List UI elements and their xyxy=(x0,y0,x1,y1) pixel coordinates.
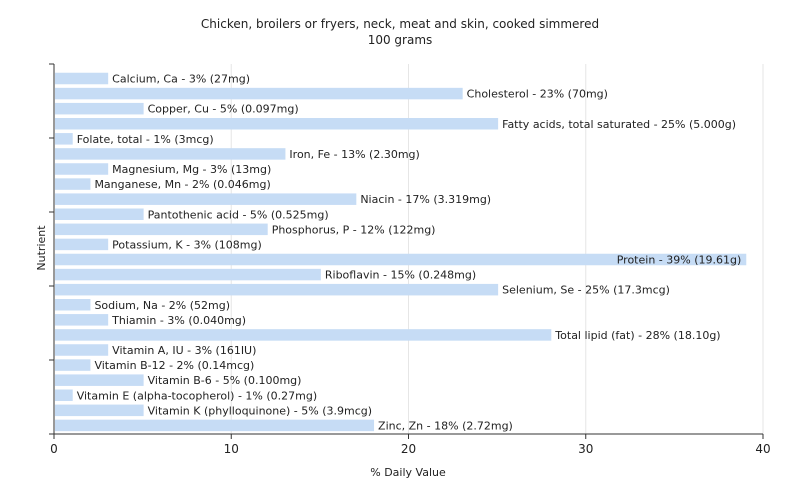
x-axis-label: % Daily Value xyxy=(370,466,446,479)
bar-label: Potassium, K - 3% (108mg) xyxy=(112,238,262,251)
bar xyxy=(55,238,109,251)
bar xyxy=(55,314,109,326)
y-axis-label: Nutrient xyxy=(35,225,48,271)
bar xyxy=(55,118,499,130)
bar-label: Iron, Fe - 13% (2.30mg) xyxy=(289,148,419,161)
bar xyxy=(55,374,144,386)
x-tick-label: 10 xyxy=(224,442,239,456)
bar xyxy=(55,193,357,205)
x-tick-label: 20 xyxy=(401,442,416,456)
bar xyxy=(55,87,463,100)
x-ticks: 0 10 20 30 40 xyxy=(50,434,771,456)
bar-label: Calcium, Ca - 3% (27mg) xyxy=(112,73,250,86)
bar-label: Phosphorus, P - 12% (122mg) xyxy=(272,223,436,236)
bars xyxy=(55,72,747,432)
bar xyxy=(55,389,73,401)
bar xyxy=(55,163,109,175)
bar-label: Vitamin B-6 - 5% (0.100mg) xyxy=(148,374,302,387)
bar xyxy=(55,268,321,281)
bar xyxy=(55,419,375,432)
bar-label: Magnesium, Mg - 3% (13mg) xyxy=(112,163,271,176)
bar xyxy=(55,223,268,236)
bar-label: Folate, total - 1% (3mcg) xyxy=(77,133,214,146)
bar-label: Riboflavin - 15% (0.248mg) xyxy=(325,269,476,282)
bar-label: Total lipid (fat) - 28% (18.10g) xyxy=(554,329,720,342)
bar xyxy=(55,299,91,311)
bar xyxy=(55,148,286,160)
bar xyxy=(55,133,73,145)
bar-label: Niacin - 17% (3.319mg) xyxy=(360,193,491,206)
x-tick-label: 40 xyxy=(755,442,770,456)
bar xyxy=(55,359,91,371)
bar-label: Vitamin K (phylloquinone) - 5% (3.9mcg) xyxy=(148,404,372,417)
bar-label: Vitamin E (alpha-tocopherol) - 1% (0.27m… xyxy=(77,389,317,402)
bar-label: Selenium, Se - 25% (17.3mcg) xyxy=(502,284,670,297)
bar-label: Thiamin - 3% (0.040mg) xyxy=(111,314,246,327)
bar-label: Vitamin B-12 - 2% (0.14mcg) xyxy=(94,359,254,372)
bar xyxy=(55,72,109,85)
bar xyxy=(55,404,144,417)
chart-title: Chicken, broilers or fryers, neck, meat … xyxy=(201,17,599,31)
x-tick-label: 30 xyxy=(578,442,593,456)
bar xyxy=(55,178,91,190)
bar-label: Pantothenic acid - 5% (0.525mg) xyxy=(148,208,329,221)
chart-subtitle: 100 grams xyxy=(368,33,433,47)
bar-label: Fatty acids, total saturated - 25% (5.00… xyxy=(502,118,736,131)
bar xyxy=(55,102,144,115)
bar-label: Protein - 39% (19.61g) xyxy=(617,254,742,267)
bar-label: Manganese, Mn - 2% (0.046mg) xyxy=(94,178,270,191)
bar-labels: Calcium, Ca - 3% (27mg) Cholesterol - 23%… xyxy=(77,73,742,433)
bar xyxy=(55,283,499,296)
bar-label: Zinc, Zn - 18% (2.72mg) xyxy=(378,419,513,432)
x-tick-label: 0 xyxy=(50,442,58,456)
bar-label: Cholesterol - 23% (70mg) xyxy=(467,88,608,101)
bar xyxy=(55,329,552,341)
bar-label: Sodium, Na - 2% (52mg) xyxy=(94,299,230,312)
bar-label: Vitamin A, IU - 3% (161IU) xyxy=(112,344,256,357)
bar xyxy=(55,208,144,220)
bar-label: Copper, Cu - 5% (0.097mg) xyxy=(148,103,299,116)
bar xyxy=(55,344,109,356)
bar xyxy=(55,253,747,266)
